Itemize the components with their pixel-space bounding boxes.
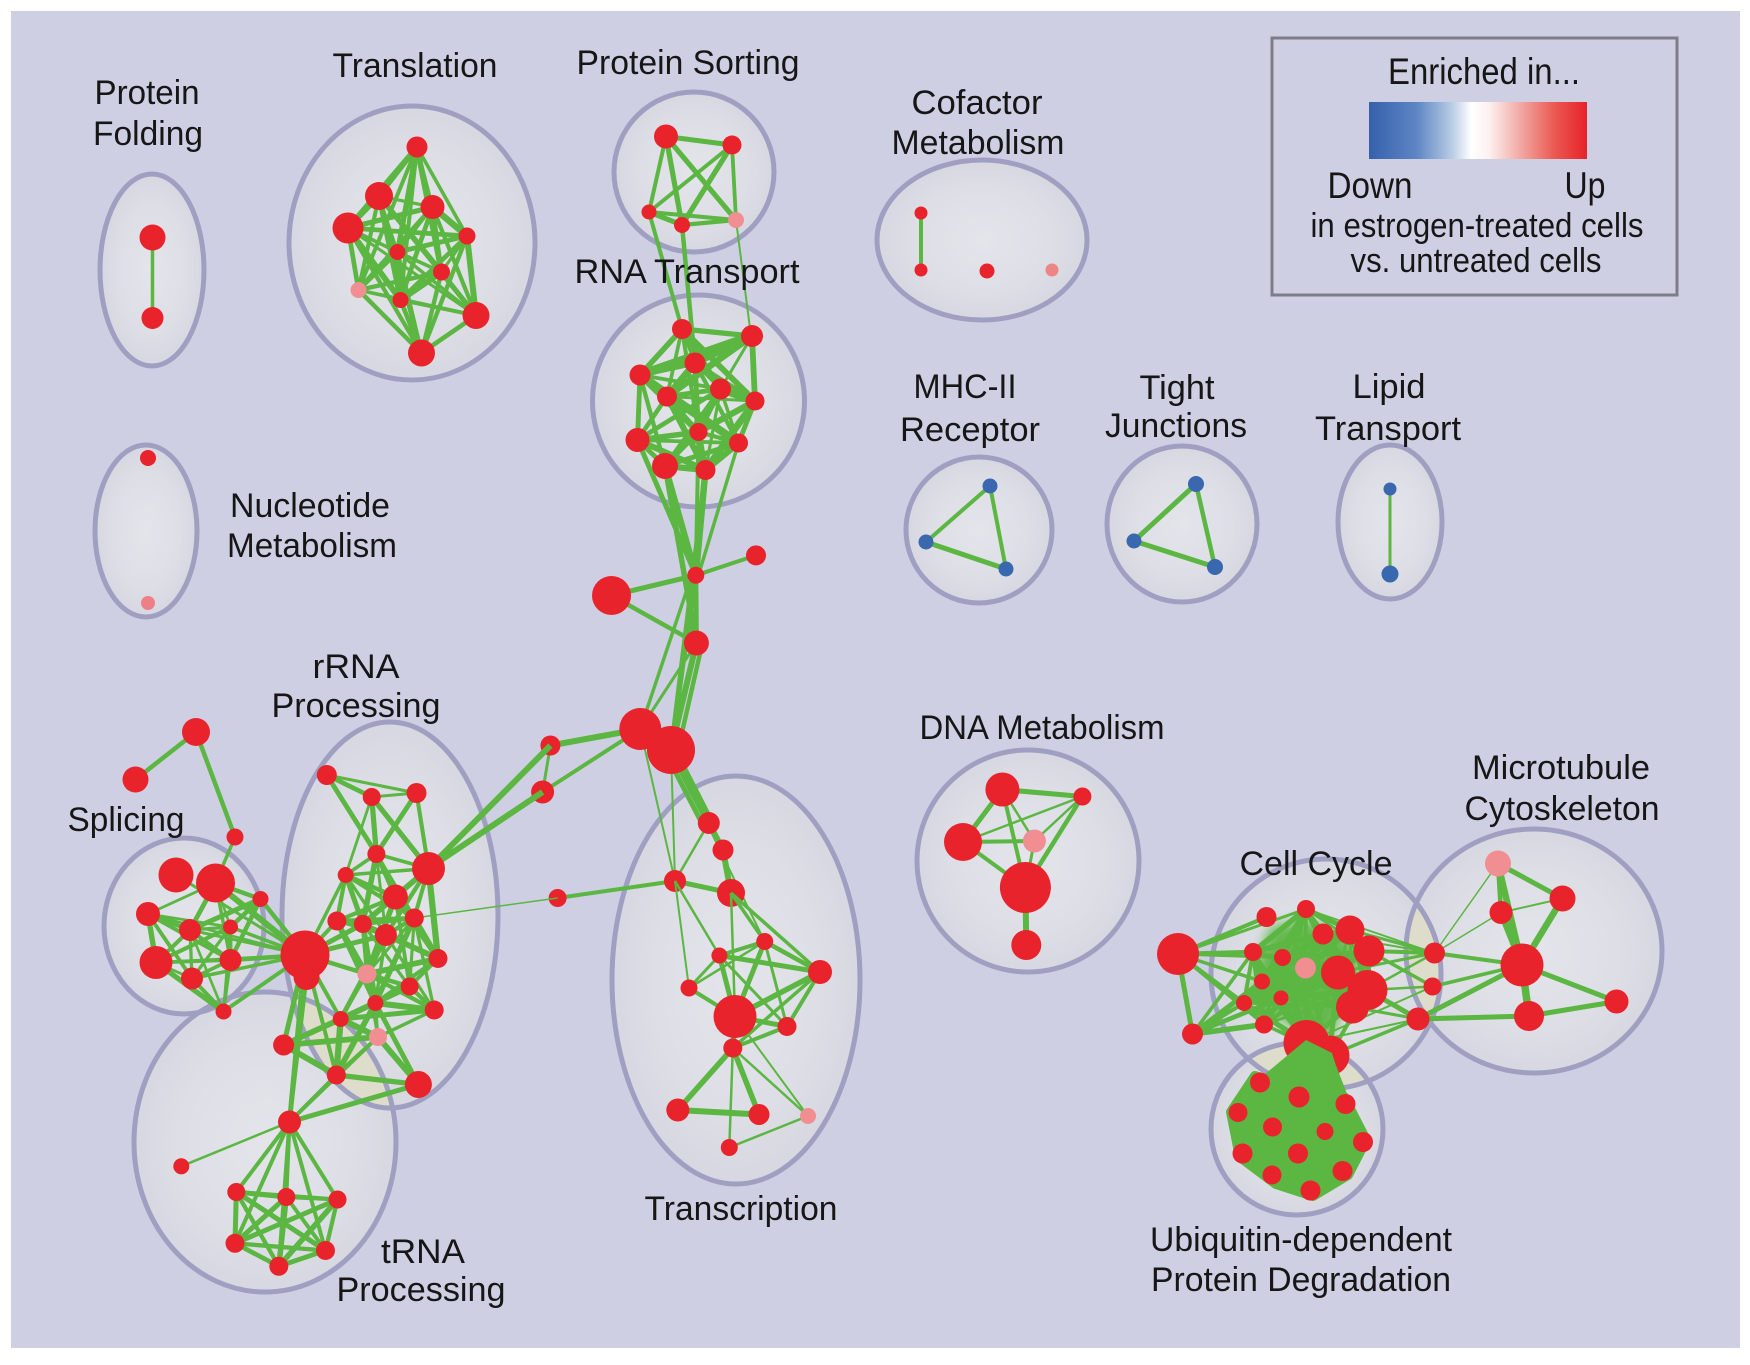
svg-text:Tight: Tight: [1140, 369, 1216, 407]
svg-text:Cofactor: Cofactor: [912, 84, 1043, 122]
svg-text:Translation: Translation: [333, 47, 498, 85]
svg-text:Protein Sorting: Protein Sorting: [577, 44, 800, 82]
svg-text:DNA Metabolism: DNA Metabolism: [920, 709, 1165, 747]
svg-text:Nucleotide: Nucleotide: [230, 487, 390, 525]
svg-text:MHC-II: MHC-II: [914, 368, 1017, 406]
svg-text:Folding: Folding: [93, 115, 203, 153]
svg-text:vs. untreated cells: vs. untreated cells: [1351, 242, 1602, 280]
svg-text:Protein: Protein: [95, 74, 200, 112]
svg-text:RNA Transport: RNA Transport: [575, 253, 801, 291]
svg-text:Processing: Processing: [337, 1271, 506, 1309]
svg-text:Transcription: Transcription: [645, 1190, 838, 1228]
svg-text:Ubiquitin-dependent: Ubiquitin-dependent: [1150, 1221, 1453, 1259]
svg-text:Receptor: Receptor: [900, 411, 1040, 449]
svg-text:Transport: Transport: [1315, 410, 1462, 448]
svg-text:Processing: Processing: [272, 687, 441, 725]
svg-text:Splicing: Splicing: [68, 801, 185, 839]
svg-text:in estrogen-treated cells: in estrogen-treated cells: [1311, 207, 1644, 245]
svg-text:Enriched in...: Enriched in...: [1388, 51, 1580, 92]
svg-text:tRNA: tRNA: [381, 1233, 465, 1271]
svg-text:Down: Down: [1328, 165, 1413, 206]
svg-text:Up: Up: [1565, 165, 1606, 206]
svg-text:Protein Degradation: Protein Degradation: [1151, 1261, 1451, 1299]
svg-text:Cytoskeleton: Cytoskeleton: [1465, 790, 1660, 828]
svg-text:Lipid: Lipid: [1353, 368, 1426, 406]
svg-text:Junctions: Junctions: [1105, 407, 1247, 445]
svg-text:Metabolism: Metabolism: [892, 124, 1065, 162]
svg-text:Microtubule: Microtubule: [1472, 749, 1650, 787]
svg-text:rRNA: rRNA: [313, 648, 400, 686]
svg-text:Metabolism: Metabolism: [227, 527, 397, 565]
svg-text:Cell Cycle: Cell Cycle: [1240, 845, 1393, 883]
